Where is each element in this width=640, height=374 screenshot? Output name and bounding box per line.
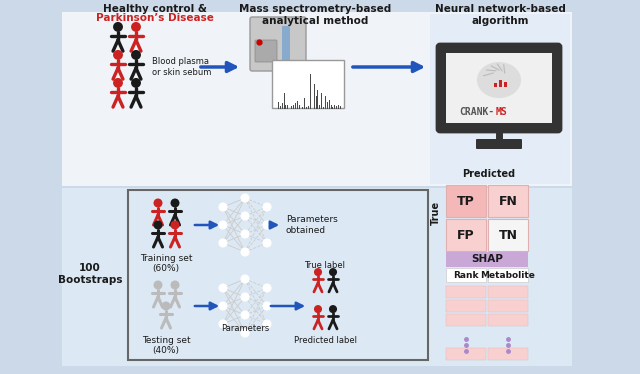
Circle shape xyxy=(131,50,141,60)
Text: Parameters: Parameters xyxy=(221,324,269,333)
FancyBboxPatch shape xyxy=(250,17,306,71)
Circle shape xyxy=(241,275,249,283)
Bar xyxy=(446,252,528,267)
Text: Parameters
obtained: Parameters obtained xyxy=(286,215,338,235)
Bar xyxy=(488,185,528,217)
Circle shape xyxy=(113,50,123,60)
Circle shape xyxy=(131,22,141,32)
Text: FN: FN xyxy=(499,194,517,208)
Circle shape xyxy=(241,293,249,301)
Circle shape xyxy=(219,302,227,310)
Circle shape xyxy=(263,302,271,310)
Bar xyxy=(446,300,486,312)
Circle shape xyxy=(329,268,337,276)
Text: SHAP: SHAP xyxy=(471,254,503,264)
Bar xyxy=(488,300,528,312)
Text: Blood plasma
or skin sebum: Blood plasma or skin sebum xyxy=(152,57,211,77)
Bar xyxy=(499,80,502,87)
Bar xyxy=(446,53,552,123)
Bar xyxy=(272,60,344,108)
Circle shape xyxy=(170,280,179,289)
Text: Parkinson’s Disease: Parkinson’s Disease xyxy=(96,13,214,23)
Circle shape xyxy=(241,248,249,256)
Circle shape xyxy=(170,199,179,208)
Text: Healthy control &: Healthy control & xyxy=(103,4,207,14)
FancyBboxPatch shape xyxy=(437,44,561,132)
Bar xyxy=(488,348,528,360)
Circle shape xyxy=(329,305,337,313)
FancyBboxPatch shape xyxy=(62,188,572,366)
Circle shape xyxy=(131,78,141,88)
Circle shape xyxy=(314,305,322,313)
Bar xyxy=(488,286,528,298)
Text: 100
Bootstraps: 100 Bootstraps xyxy=(58,263,122,285)
Circle shape xyxy=(170,221,179,230)
Circle shape xyxy=(241,329,249,337)
Bar xyxy=(446,185,486,217)
Circle shape xyxy=(241,194,249,202)
Circle shape xyxy=(113,78,123,88)
Circle shape xyxy=(154,280,163,289)
Bar xyxy=(488,268,528,282)
Text: True label: True label xyxy=(305,261,346,270)
Bar xyxy=(504,82,506,87)
Bar xyxy=(488,314,528,326)
Circle shape xyxy=(219,284,227,292)
Circle shape xyxy=(263,239,271,247)
Circle shape xyxy=(241,212,249,220)
Text: Metabolite: Metabolite xyxy=(481,270,536,279)
Text: Neural network-based
algorithm: Neural network-based algorithm xyxy=(435,4,565,25)
Text: True: True xyxy=(431,201,441,225)
Circle shape xyxy=(263,284,271,292)
Circle shape xyxy=(219,239,227,247)
Bar xyxy=(446,314,486,326)
Text: TP: TP xyxy=(457,194,475,208)
Text: Testing set
(40%): Testing set (40%) xyxy=(141,336,190,355)
Circle shape xyxy=(154,199,163,208)
Text: Predicted: Predicted xyxy=(463,169,516,179)
Bar xyxy=(282,26,290,66)
Circle shape xyxy=(263,203,271,211)
Bar xyxy=(446,219,486,251)
FancyBboxPatch shape xyxy=(62,12,572,186)
Bar xyxy=(488,219,528,251)
FancyBboxPatch shape xyxy=(255,40,277,62)
Circle shape xyxy=(161,301,170,310)
Ellipse shape xyxy=(478,63,520,97)
Bar xyxy=(446,286,486,298)
FancyBboxPatch shape xyxy=(476,139,522,149)
Circle shape xyxy=(219,203,227,211)
FancyBboxPatch shape xyxy=(430,14,570,184)
Bar xyxy=(446,348,486,360)
Text: Training set
(60%): Training set (60%) xyxy=(140,254,192,273)
Text: FP: FP xyxy=(457,229,475,242)
Circle shape xyxy=(219,320,227,328)
Text: Mass spectrometry-based
analytical method: Mass spectrometry-based analytical metho… xyxy=(239,4,391,25)
Text: TN: TN xyxy=(499,229,518,242)
Circle shape xyxy=(241,230,249,238)
Text: Rank: Rank xyxy=(453,270,479,279)
Text: MS: MS xyxy=(496,107,508,117)
Text: Predicted label: Predicted label xyxy=(294,336,356,345)
Bar xyxy=(446,268,486,282)
Bar xyxy=(493,83,497,87)
Circle shape xyxy=(241,311,249,319)
Circle shape xyxy=(113,22,123,32)
Circle shape xyxy=(154,221,163,230)
Circle shape xyxy=(263,221,271,229)
Circle shape xyxy=(219,221,227,229)
Circle shape xyxy=(263,320,271,328)
Text: CRANK-: CRANK- xyxy=(459,107,494,117)
Circle shape xyxy=(314,268,322,276)
